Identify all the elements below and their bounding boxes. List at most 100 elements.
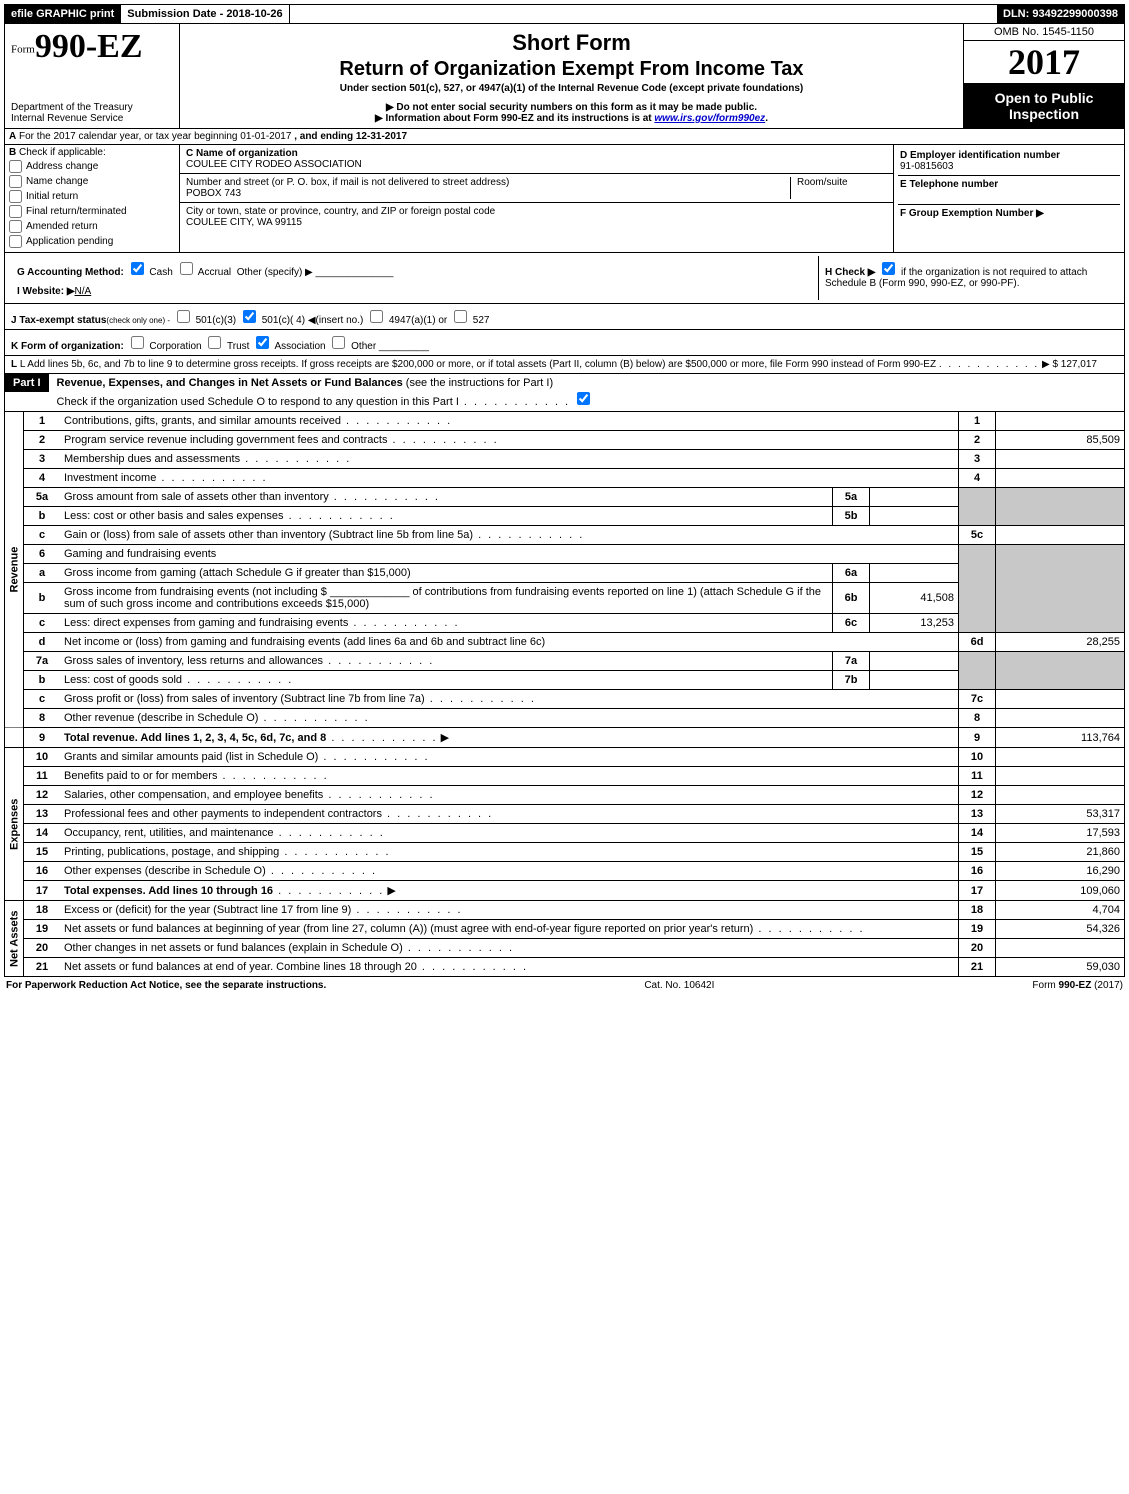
checkbox-application-pending[interactable] xyxy=(9,235,22,248)
h-label: H Check ▶ xyxy=(825,267,875,278)
right-header-cell: OMB No. 1545-1150 2017 Open to Public In… xyxy=(964,24,1124,129)
desc-15: Printing, publications, postage, and shi… xyxy=(64,846,279,858)
sub-7b: 7b xyxy=(833,671,870,690)
lines-table: Revenue 1 Contributions, gifts, grants, … xyxy=(4,412,1125,977)
checkbox-association[interactable] xyxy=(256,336,269,349)
checkbox-address-change[interactable] xyxy=(9,160,22,173)
instructions-link[interactable]: www.irs.gov/form990ez xyxy=(654,113,765,124)
label-corporation: Corporation xyxy=(149,341,201,352)
shade-6abc xyxy=(959,545,996,633)
line-6c: c Less: direct expenses from gaming and … xyxy=(5,614,1125,633)
subtitle-2: ▶ Do not enter social security numbers o… xyxy=(186,102,957,113)
ln-6d: d xyxy=(24,633,61,652)
desc-6b: Gross income from fundraising events (no… xyxy=(64,586,821,610)
amt-7c xyxy=(996,690,1125,709)
line-11: 11 Benefits paid to or for members 11 xyxy=(5,767,1125,786)
sub-6a: 6a xyxy=(833,564,870,583)
check-initial-return[interactable]: Initial return xyxy=(9,190,175,203)
amt-8 xyxy=(996,709,1125,728)
checkbox-cash[interactable] xyxy=(131,262,144,275)
desc-18: Excess or (deficit) for the year (Subtra… xyxy=(64,904,351,916)
footer-left: For Paperwork Reduction Act Notice, see … xyxy=(6,980,326,991)
desc-21: Net assets or fund balances at end of ye… xyxy=(64,961,417,973)
sub-6c: 6c xyxy=(833,614,870,633)
line-7b: b Less: cost of goods sold 7b xyxy=(5,671,1125,690)
checkbox-corporation[interactable] xyxy=(131,336,144,349)
ln-1: 1 xyxy=(24,412,61,431)
desc-10: Grants and similar amounts paid (list in… xyxy=(64,751,318,763)
checkbox-schedule-b[interactable] xyxy=(882,262,895,275)
checkbox-amended-return[interactable] xyxy=(9,220,22,233)
line-7c: c Gross profit or (loss) from sales of i… xyxy=(5,690,1125,709)
amt-2: 85,509 xyxy=(996,431,1125,450)
checkbox-527[interactable] xyxy=(454,310,467,323)
check-amended-return[interactable]: Amended return xyxy=(9,220,175,233)
checkbox-501c3[interactable] xyxy=(177,310,190,323)
line-1: Revenue 1 Contributions, gifts, grants, … xyxy=(5,412,1125,431)
group-exemption-block: F Group Exemption Number ▶ xyxy=(898,205,1120,222)
label-trust: Trust xyxy=(227,341,249,352)
num-15: 15 xyxy=(959,843,996,862)
line-10: Expenses 10 Grants and similar amounts p… xyxy=(5,748,1125,767)
part1-check-text: Check if the organization used Schedule … xyxy=(57,396,459,408)
j-label: J Tax-exempt status xyxy=(11,315,106,326)
ln-5a: 5a xyxy=(24,488,61,507)
g-label: G Accounting Method: xyxy=(17,267,124,278)
checkbox-other-org[interactable] xyxy=(332,336,345,349)
section-b-label: B xyxy=(9,147,16,158)
amt-4 xyxy=(996,469,1125,488)
sub3-pre: ▶ Information about Form 990-EZ and its … xyxy=(375,113,654,124)
dept-irs: Internal Revenue Service xyxy=(11,113,173,124)
info-grid: B Check if applicable: Address change Na… xyxy=(4,145,1125,253)
checkbox-accrual[interactable] xyxy=(180,262,193,275)
check-application-pending[interactable]: Application pending xyxy=(9,235,175,248)
ln-15: 15 xyxy=(24,843,61,862)
ln-18: 18 xyxy=(24,901,61,920)
section-c: C Name of organization COULEE CITY RODEO… xyxy=(180,145,894,252)
ln-5b: b xyxy=(24,507,61,526)
label-accrual: Accrual xyxy=(198,267,231,278)
ln-8: 8 xyxy=(24,709,61,728)
section-l: L L Add lines 5b, 6c, and 7b to line 9 t… xyxy=(4,356,1125,374)
checkbox-501c[interactable] xyxy=(243,310,256,323)
sub-7a: 7a xyxy=(833,652,870,671)
checkbox-final-return[interactable] xyxy=(9,205,22,218)
amt-19: 54,326 xyxy=(996,920,1125,939)
ln-7c: c xyxy=(24,690,61,709)
section-j: J Tax-exempt status(check only one) - 50… xyxy=(4,304,1125,330)
org-name-block: C Name of organization COULEE CITY RODEO… xyxy=(180,145,893,174)
checkbox-name-change[interactable] xyxy=(9,175,22,188)
num-2: 2 xyxy=(959,431,996,450)
efile-button[interactable]: efile GRAPHIC print xyxy=(5,5,121,23)
desc-6d: Net income or (loss) from gaming and fun… xyxy=(64,636,545,648)
desc-5b: Less: cost or other basis and sales expe… xyxy=(64,510,284,522)
desc-8: Other revenue (describe in Schedule O) xyxy=(64,712,258,724)
amt-11 xyxy=(996,767,1125,786)
line-5a: 5a Gross amount from sale of assets othe… xyxy=(5,488,1125,507)
num-19: 19 xyxy=(959,920,996,939)
title-cell: Short Form Return of Organization Exempt… xyxy=(180,24,964,129)
e-label: E Telephone number xyxy=(900,179,998,190)
line-16: 16 Other expenses (describe in Schedule … xyxy=(5,862,1125,881)
num-10: 10 xyxy=(959,748,996,767)
check-final-return[interactable]: Final return/terminated xyxy=(9,205,175,218)
ln-3: 3 xyxy=(24,450,61,469)
line-6: 6 Gaming and fundraising events xyxy=(5,545,1125,564)
label-501c: 501(c)( 4) ◀(insert no.) xyxy=(262,315,364,326)
checkbox-initial-return[interactable] xyxy=(9,190,22,203)
check-address-change[interactable]: Address change xyxy=(9,160,175,173)
label-final-return: Final return/terminated xyxy=(26,206,127,217)
submission-date: Submission Date - 2018-10-26 xyxy=(121,5,289,23)
num-16: 16 xyxy=(959,862,996,881)
line-5b: b Less: cost or other basis and sales ex… xyxy=(5,507,1125,526)
amt-6d: 28,255 xyxy=(996,633,1125,652)
check-name-change[interactable]: Name change xyxy=(9,175,175,188)
checkbox-trust[interactable] xyxy=(208,336,221,349)
desc-14: Occupancy, rent, utilities, and maintena… xyxy=(64,827,274,839)
desc-6c: Less: direct expenses from gaming and fu… xyxy=(64,617,348,629)
shade-6abc-amt xyxy=(996,545,1125,633)
street-value: POBOX 743 xyxy=(186,188,790,199)
checkbox-4947a1[interactable] xyxy=(370,310,383,323)
checkbox-schedule-o[interactable] xyxy=(577,392,590,405)
num-6d: 6d xyxy=(959,633,996,652)
